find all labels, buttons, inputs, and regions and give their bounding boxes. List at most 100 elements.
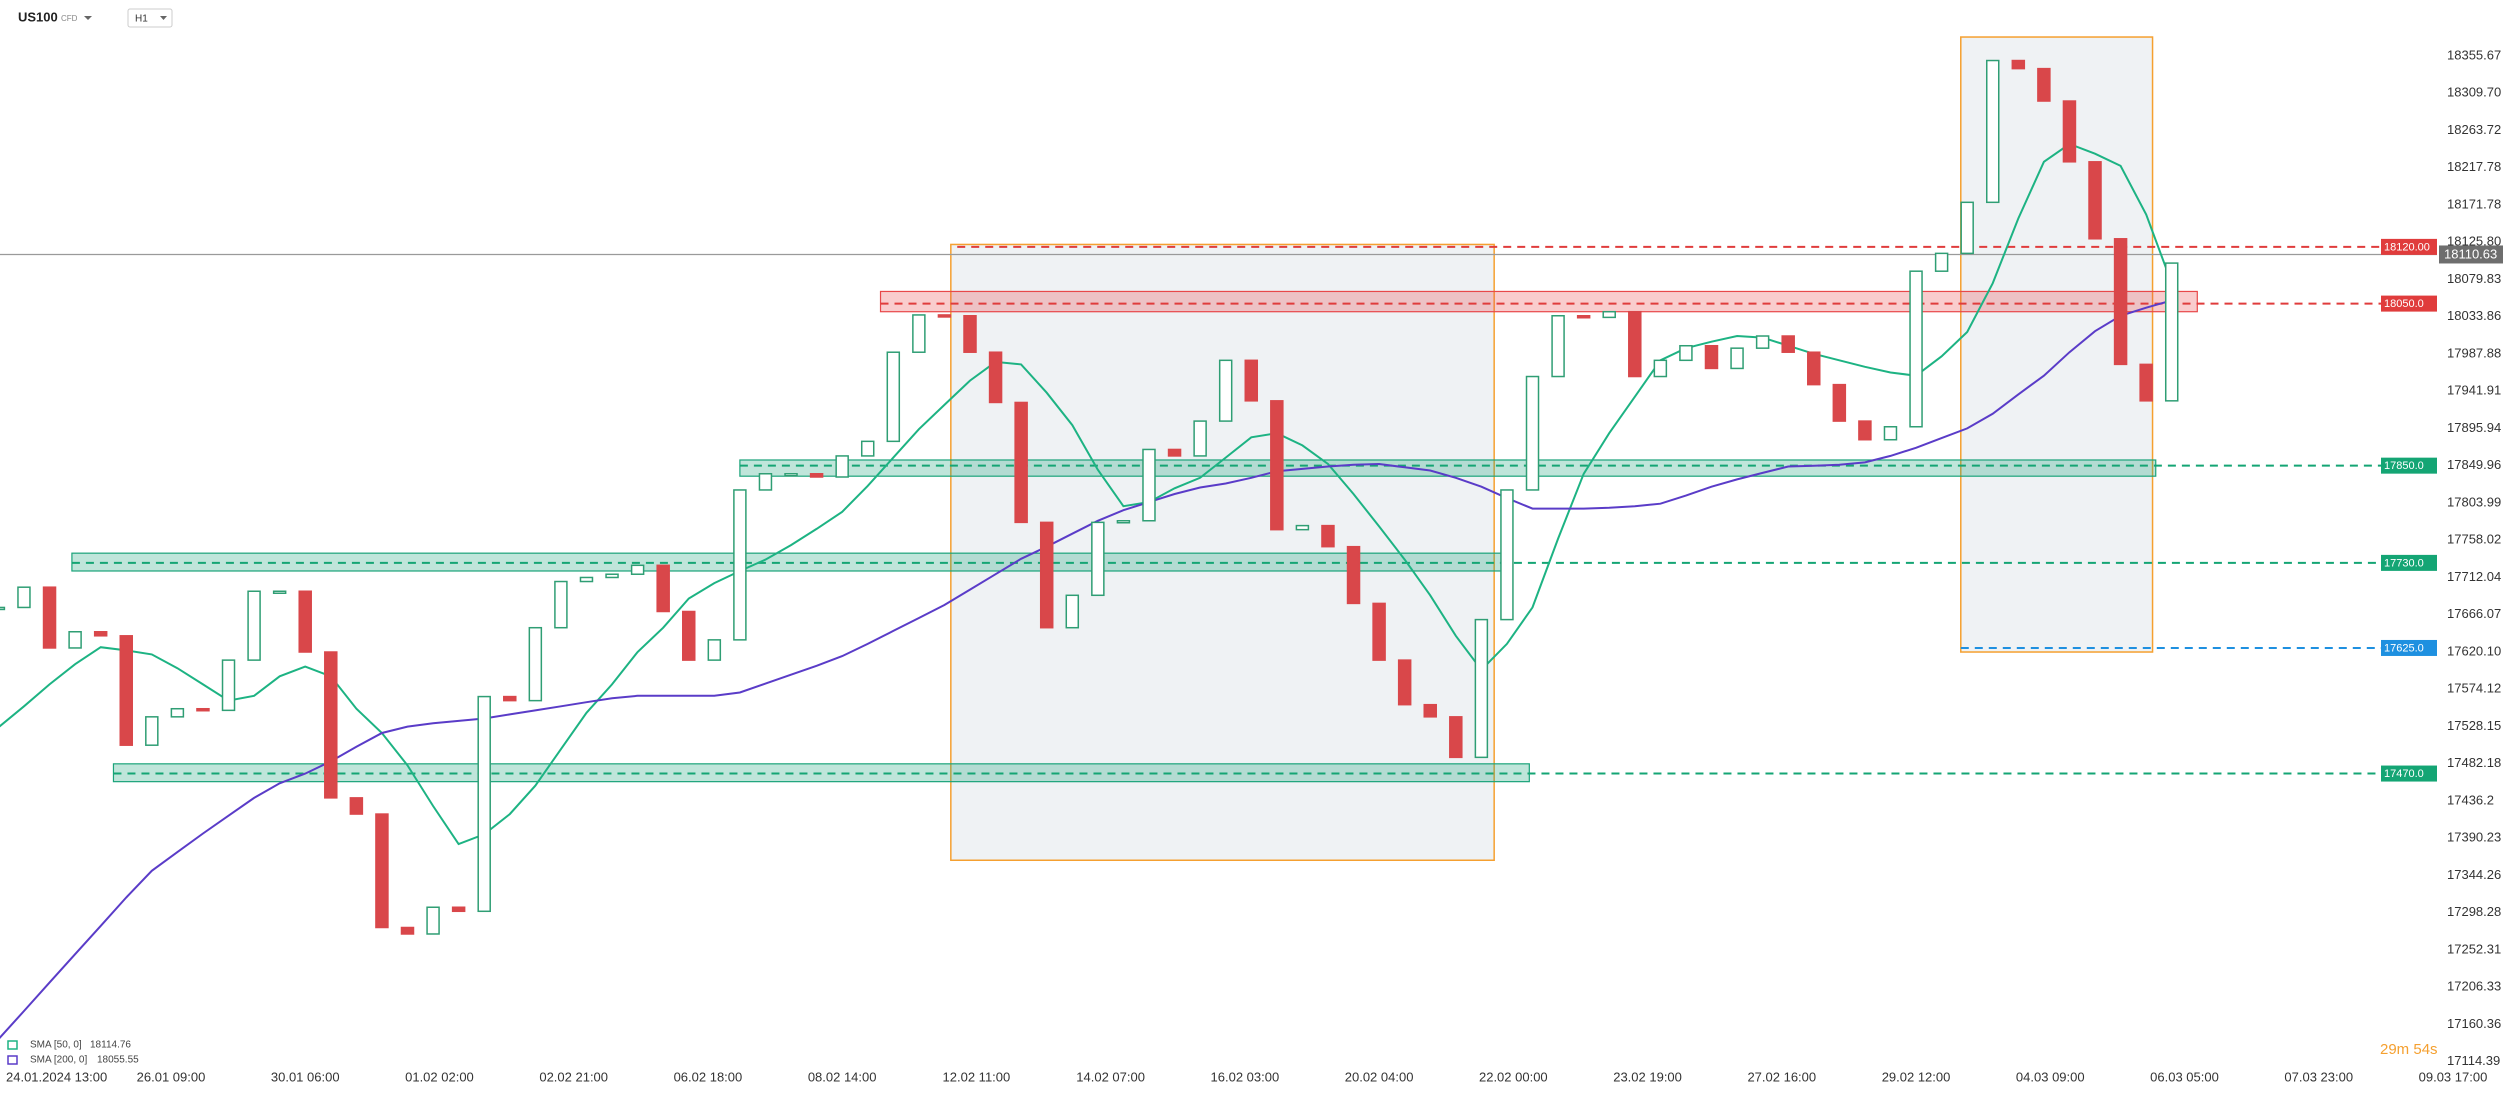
candle (119, 635, 133, 746)
last-price-label: 18110.63 (2444, 246, 2497, 261)
candle (324, 651, 338, 799)
candle (1730, 347, 1744, 370)
y-tick-label: 18125.80 (2447, 234, 2501, 249)
y-tick-label: 17574.12 (2447, 681, 2501, 696)
candle (1653, 359, 1668, 378)
candle (477, 695, 491, 913)
candle (2113, 238, 2128, 366)
x-tick-label: 06.02 18:00 (674, 1069, 743, 1084)
x-tick-label: 01.02 02:00 (405, 1069, 474, 1084)
level-label: 17625.0 (2384, 642, 2424, 654)
x-tick-label: 23.02 19:00 (1613, 1069, 1682, 1084)
timeframe-select[interactable] (127, 8, 173, 28)
x-tick-label: 09.03 17:00 (2419, 1069, 2488, 1084)
y-tick-label: 17666.07 (2447, 606, 2501, 621)
y-tick-label: 17298.28 (2447, 904, 2501, 919)
candle (758, 473, 773, 491)
candle (1679, 344, 1693, 362)
level-label: 18120.00 (2384, 241, 2430, 253)
header: US100 CFD H1 (18, 8, 173, 28)
x-tick-label: 14.02 07:00 (1076, 1069, 1145, 1084)
candle (375, 813, 389, 929)
candle (42, 586, 57, 649)
candle (1832, 383, 1847, 422)
y-tick-label: 18355.67 (2447, 47, 2501, 62)
candle (1781, 335, 1795, 353)
countdown: 29m 54s (2380, 1041, 2438, 1058)
legend-swatch (7, 1040, 18, 1050)
candle (912, 314, 926, 353)
candle (528, 626, 543, 702)
price-zone (879, 290, 2198, 313)
candle (196, 707, 210, 712)
x-tick-label: 20.02 04:00 (1345, 1069, 1414, 1084)
y-tick-label: 17620.10 (2447, 643, 2501, 658)
candle (1525, 375, 1540, 491)
y-tick-label: 17849.96 (2447, 457, 2501, 472)
candle (349, 797, 364, 815)
level-label-box (2381, 765, 2437, 782)
candle (605, 573, 619, 579)
candle (1346, 545, 1361, 605)
timeframe-dropdown (160, 16, 167, 20)
candle (1397, 659, 1412, 706)
candle (835, 455, 849, 478)
level-label-box (2381, 554, 2437, 571)
candle (988, 351, 1003, 404)
candle (426, 906, 440, 935)
x-tick-label: 24.01.2024 13:00 (6, 1069, 107, 1084)
y-tick-label: 17712.04 (2447, 569, 2501, 584)
candle (682, 610, 696, 661)
candle (1193, 420, 1207, 457)
candle (2088, 161, 2102, 240)
candle (1576, 315, 1591, 319)
candle (1628, 310, 1642, 378)
candle (1167, 448, 1182, 457)
y-tick-label: 17941.91 (2447, 383, 2501, 398)
candle (1091, 521, 1105, 597)
candle (1960, 201, 1974, 255)
timeframe: H1 (135, 14, 148, 25)
candle (247, 590, 261, 661)
candle (1474, 618, 1489, 759)
legend-value: 18055.55 (97, 1055, 139, 1066)
legend-swatch (7, 1055, 18, 1065)
candle (1449, 716, 1463, 759)
candle (451, 906, 466, 913)
x-tick-label: 16.02 03:00 (1211, 1069, 1280, 1084)
x-tick-label: 07.03 23:00 (2284, 1069, 2353, 1084)
candle (503, 695, 517, 702)
candle (784, 473, 798, 477)
y-tick-label: 18079.83 (2447, 271, 2501, 286)
candle (1065, 594, 1080, 629)
x-tick-label: 08.02 14:00 (808, 1069, 877, 1084)
candle (1295, 524, 1310, 531)
candle (1218, 359, 1233, 422)
candle (630, 564, 645, 575)
candle (1423, 703, 1437, 718)
candle (170, 707, 185, 718)
y-tick-label: 18217.78 (2447, 159, 2501, 174)
level-label: 18050.0 (2384, 298, 2424, 310)
candle (1500, 489, 1514, 621)
y-tick-label: 18033.86 (2447, 308, 2501, 323)
symbol[interactable]: US100 (18, 9, 58, 24)
candle (1270, 400, 1284, 531)
y-tick-label: 18171.78 (2447, 196, 2501, 211)
symbol-dropdown[interactable] (84, 16, 92, 20)
candle (707, 639, 722, 661)
sma-line (0, 299, 2172, 1040)
candle (1883, 426, 1898, 441)
candle (886, 351, 901, 443)
y-tick-label: 17758.02 (2447, 532, 2501, 547)
candle (554, 580, 568, 629)
candle (1909, 270, 1923, 428)
market: CFD (61, 14, 78, 23)
candle (1602, 310, 1616, 319)
x-tick-label: 02.02 21:00 (539, 1069, 608, 1084)
candle (2139, 363, 2153, 402)
x-tick-label: 22.02 00:00 (1479, 1069, 1548, 1084)
candle (579, 576, 594, 583)
y-tick-label: 17528.15 (2447, 718, 2501, 733)
